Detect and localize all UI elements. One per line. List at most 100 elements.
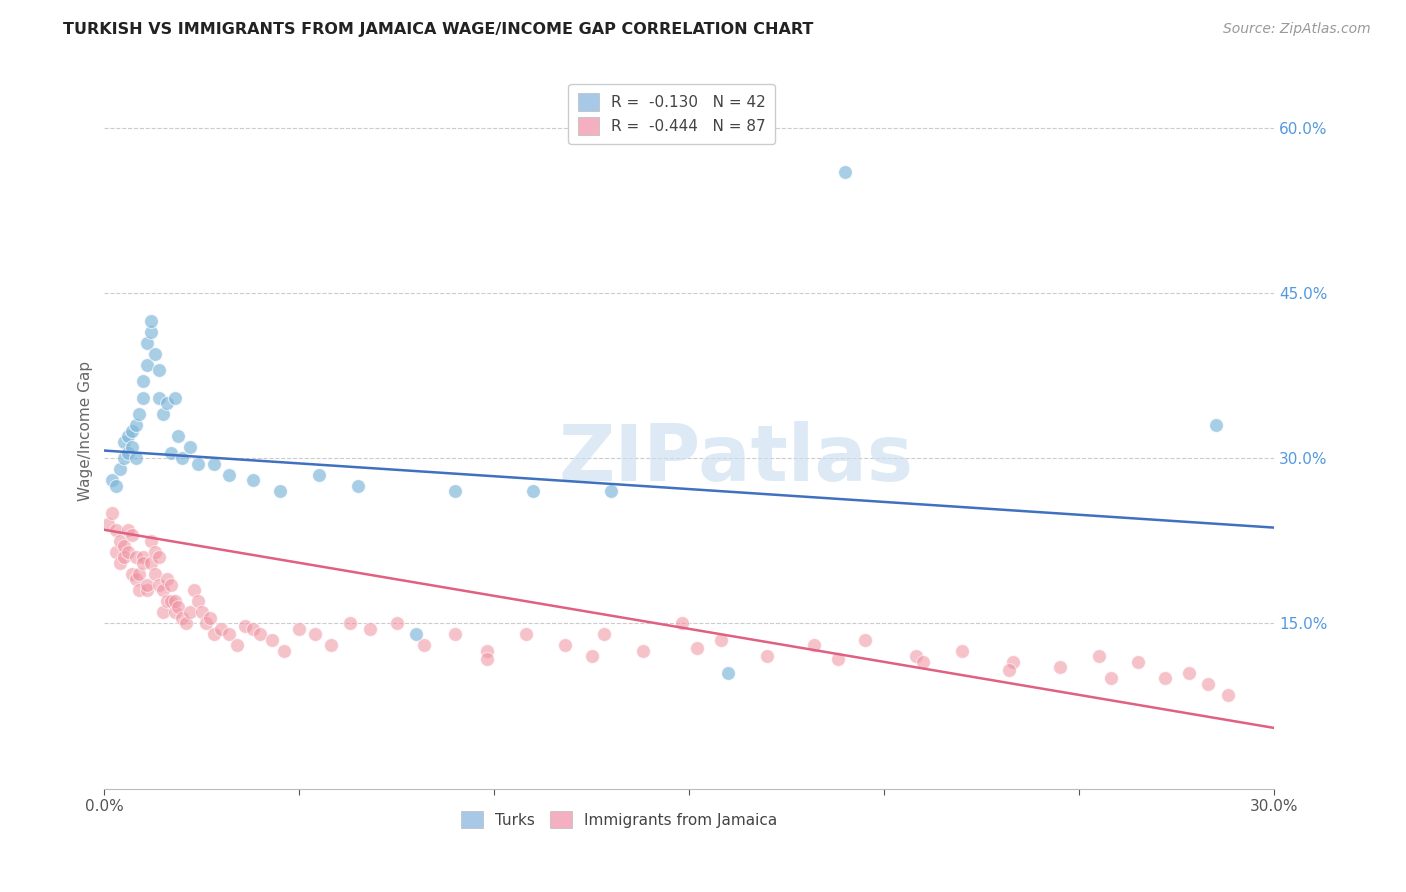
Point <box>319 639 342 653</box>
Point <box>124 451 146 466</box>
Point <box>1126 655 1149 669</box>
Text: Source: ZipAtlas.com: Source: ZipAtlas.com <box>1223 22 1371 37</box>
Point <box>121 566 143 581</box>
Point <box>136 335 159 350</box>
Point <box>141 325 163 339</box>
Point <box>998 663 1021 677</box>
Point <box>112 434 135 449</box>
Point <box>515 627 537 641</box>
Point <box>709 632 731 647</box>
Point <box>108 533 131 548</box>
Point <box>121 528 143 542</box>
Point <box>156 594 179 608</box>
Point <box>148 363 170 377</box>
Point <box>671 616 693 631</box>
Point <box>194 616 217 631</box>
Text: ZIPatlas: ZIPatlas <box>558 421 914 498</box>
Point <box>413 639 436 653</box>
Point <box>405 627 427 641</box>
Point <box>262 632 284 647</box>
Point <box>347 479 370 493</box>
Point <box>226 639 249 653</box>
Point <box>1216 688 1239 702</box>
Point <box>112 539 135 553</box>
Point <box>853 632 876 647</box>
Point <box>117 446 139 460</box>
Point <box>141 533 163 548</box>
Point <box>112 550 135 565</box>
Point <box>152 583 174 598</box>
Point <box>202 627 225 641</box>
Point <box>756 649 779 664</box>
Point <box>167 429 190 443</box>
Point <box>202 457 225 471</box>
Point <box>121 424 143 438</box>
Point <box>152 606 174 620</box>
Point <box>152 407 174 421</box>
Point <box>112 451 135 466</box>
Point <box>172 611 194 625</box>
Point <box>143 566 166 581</box>
Point <box>187 594 209 608</box>
Point <box>209 622 232 636</box>
Point <box>179 440 201 454</box>
Point <box>304 627 326 641</box>
Point <box>143 347 166 361</box>
Legend: Turks, Immigrants from Jamaica: Turks, Immigrants from Jamaica <box>456 805 783 835</box>
Point <box>249 627 271 641</box>
Point <box>148 578 170 592</box>
Point <box>385 616 408 631</box>
Point <box>592 627 614 641</box>
Point <box>218 627 240 641</box>
Point <box>600 484 623 499</box>
Point <box>148 391 170 405</box>
Point <box>117 429 139 443</box>
Point <box>141 556 163 570</box>
Point <box>163 594 186 608</box>
Point <box>124 418 146 433</box>
Point <box>904 649 927 664</box>
Point <box>803 639 825 653</box>
Point <box>1177 665 1199 680</box>
Point <box>359 622 381 636</box>
Point <box>101 473 124 487</box>
Point <box>218 467 240 482</box>
Point <box>1049 660 1071 674</box>
Point <box>475 644 498 658</box>
Point <box>1002 655 1025 669</box>
Point <box>163 391 186 405</box>
Y-axis label: Wage/Income Gap: Wage/Income Gap <box>79 360 93 500</box>
Point <box>159 446 181 460</box>
Point <box>631 644 654 658</box>
Point <box>105 523 128 537</box>
Point <box>124 573 146 587</box>
Point <box>308 467 330 482</box>
Point <box>101 506 124 520</box>
Point <box>273 644 295 658</box>
Point <box>159 594 181 608</box>
Point <box>128 566 150 581</box>
Point <box>912 655 935 669</box>
Point <box>191 606 214 620</box>
Point <box>141 313 163 327</box>
Point <box>132 550 155 565</box>
Point <box>686 640 709 655</box>
Point <box>827 651 849 665</box>
Point <box>156 396 179 410</box>
Point <box>172 451 194 466</box>
Text: TURKISH VS IMMIGRANTS FROM JAMAICA WAGE/INCOME GAP CORRELATION CHART: TURKISH VS IMMIGRANTS FROM JAMAICA WAGE/… <box>63 22 814 37</box>
Point <box>124 550 146 565</box>
Point <box>143 545 166 559</box>
Point <box>179 606 201 620</box>
Point <box>117 545 139 559</box>
Point <box>148 550 170 565</box>
Point <box>522 484 544 499</box>
Point <box>242 622 264 636</box>
Point <box>156 573 179 587</box>
Point <box>128 583 150 598</box>
Point <box>105 545 128 559</box>
Point <box>288 622 311 636</box>
Point <box>121 440 143 454</box>
Point <box>132 556 155 570</box>
Point <box>1205 418 1227 433</box>
